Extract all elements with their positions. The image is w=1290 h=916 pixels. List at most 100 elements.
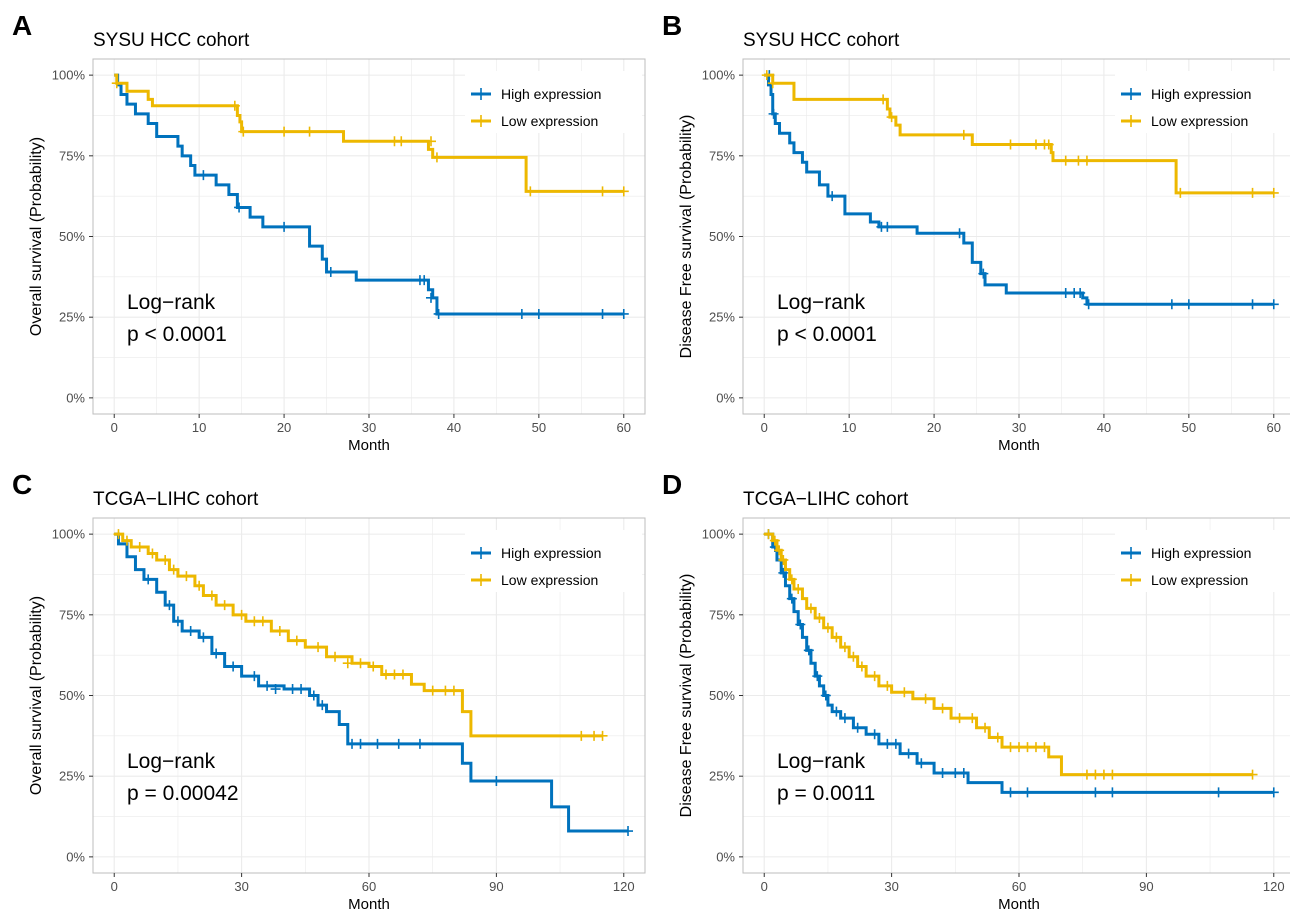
survival-curve	[114, 532, 629, 833]
censor-mark	[491, 776, 502, 787]
censor-mark	[1107, 769, 1118, 780]
chart-title: SYSU HCC cohort	[93, 30, 250, 51]
y-axis-title: Disease Free survival (Probability)	[678, 115, 695, 359]
censor-mark	[623, 826, 634, 837]
censor-mark	[1005, 139, 1016, 150]
censor-mark	[516, 308, 527, 319]
censor-mark	[164, 600, 175, 611]
censor-mark	[1073, 155, 1084, 166]
censor-mark	[1081, 769, 1092, 780]
x-tick-label: 30	[362, 420, 376, 435]
x-tick-label: 20	[927, 420, 941, 435]
y-tick-label: 25%	[59, 310, 85, 325]
censor-mark	[786, 574, 797, 585]
censor-mark	[1213, 787, 1224, 798]
legend-item-high: High expression	[471, 545, 601, 561]
censor-mark	[882, 680, 893, 691]
censor-mark	[597, 186, 608, 197]
x-tick-label: 40	[447, 420, 461, 435]
censor-mark	[778, 567, 789, 578]
censor-mark	[160, 554, 171, 565]
x-tick-label: 30	[884, 879, 898, 894]
censor-mark	[1247, 299, 1258, 310]
censor-mark	[812, 671, 823, 682]
censor-mark	[831, 706, 842, 717]
censor-mark	[1060, 155, 1071, 166]
x-tick-label: 40	[1097, 420, 1111, 435]
censor-mark	[533, 308, 544, 319]
censor-mark	[425, 136, 436, 147]
y-tick-label: 0%	[716, 390, 735, 405]
censor-mark	[308, 690, 319, 701]
x-axis-title: Month	[348, 896, 390, 911]
y-tick-label: 25%	[59, 769, 85, 784]
survival-curve	[764, 73, 1274, 195]
grid	[743, 59, 1290, 414]
y-tick-label: 75%	[59, 148, 85, 163]
survival-curve	[114, 73, 624, 316]
censor-mark	[234, 202, 245, 213]
chart-title: TCGA−LIHC cohort	[743, 489, 909, 510]
censor-mark	[525, 186, 536, 197]
legend-label: High expression	[501, 86, 601, 102]
legend-label: High expression	[1151, 86, 1251, 102]
censor-mark	[1247, 187, 1258, 198]
censor-mark	[414, 738, 425, 749]
censor-mark	[347, 738, 358, 749]
censor-mark	[393, 738, 404, 749]
y-tick-label: 0%	[66, 849, 85, 864]
censor-mark	[313, 642, 324, 653]
censor-mark	[1022, 787, 1033, 798]
y-tick-label: 100%	[52, 68, 86, 83]
censor-mark	[793, 584, 804, 594]
censor-mark	[249, 671, 260, 682]
censor-mark	[937, 767, 948, 778]
censor-mark	[899, 687, 910, 698]
y-tick-label: 100%	[52, 527, 86, 542]
x-tick-label: 0	[111, 420, 118, 435]
censor-mark	[291, 635, 302, 646]
censor-mark	[763, 529, 774, 540]
censor-mark	[916, 758, 927, 769]
censor-mark	[372, 738, 383, 749]
pvalue-label: p < 0.0001	[127, 323, 227, 346]
censor-mark	[113, 529, 124, 540]
censor-mark	[355, 658, 366, 669]
censor-mark	[978, 268, 989, 279]
censor-mark	[839, 642, 850, 653]
censor-mark	[820, 690, 831, 701]
x-tick-label: 0	[761, 879, 768, 894]
y-tick-label: 0%	[716, 849, 735, 864]
legend-label: High expression	[501, 545, 601, 561]
censor-mark	[795, 619, 806, 630]
censor-mark	[198, 170, 209, 181]
censor-mark	[1098, 769, 1109, 780]
panel-d: D TCGA−LIHC cohort High expression Low expr…	[662, 469, 1290, 913]
y-tick-label: 75%	[709, 607, 735, 622]
legend-item-low: Low expression	[1121, 113, 1248, 129]
censor-mark	[1005, 742, 1016, 753]
legend-item-high: High expression	[1121, 545, 1251, 561]
grid	[93, 59, 645, 414]
legend-label: Low expression	[1151, 572, 1248, 588]
x-tick-label: 60	[1267, 420, 1281, 435]
censor-mark	[342, 658, 353, 669]
censor-mark	[304, 126, 315, 137]
censor-mark	[397, 669, 408, 680]
legend-label: Low expression	[501, 113, 598, 129]
censor-mark	[389, 669, 400, 680]
censor-mark	[803, 645, 814, 656]
censor-mark	[831, 632, 842, 643]
censor-mark	[206, 590, 217, 601]
censor-mark	[878, 94, 889, 105]
legend-item-low: Low expression	[471, 113, 598, 129]
x-tick-label: 30	[1012, 420, 1026, 435]
x-axis-title: Month	[348, 437, 390, 454]
panel-c: C TCGA−LIHC cohort High expression Low expr…	[12, 469, 646, 913]
censor-mark	[257, 616, 268, 627]
censor-mark	[882, 738, 893, 749]
censor-mark	[980, 722, 991, 733]
y-tick-label: 100%	[702, 68, 736, 83]
